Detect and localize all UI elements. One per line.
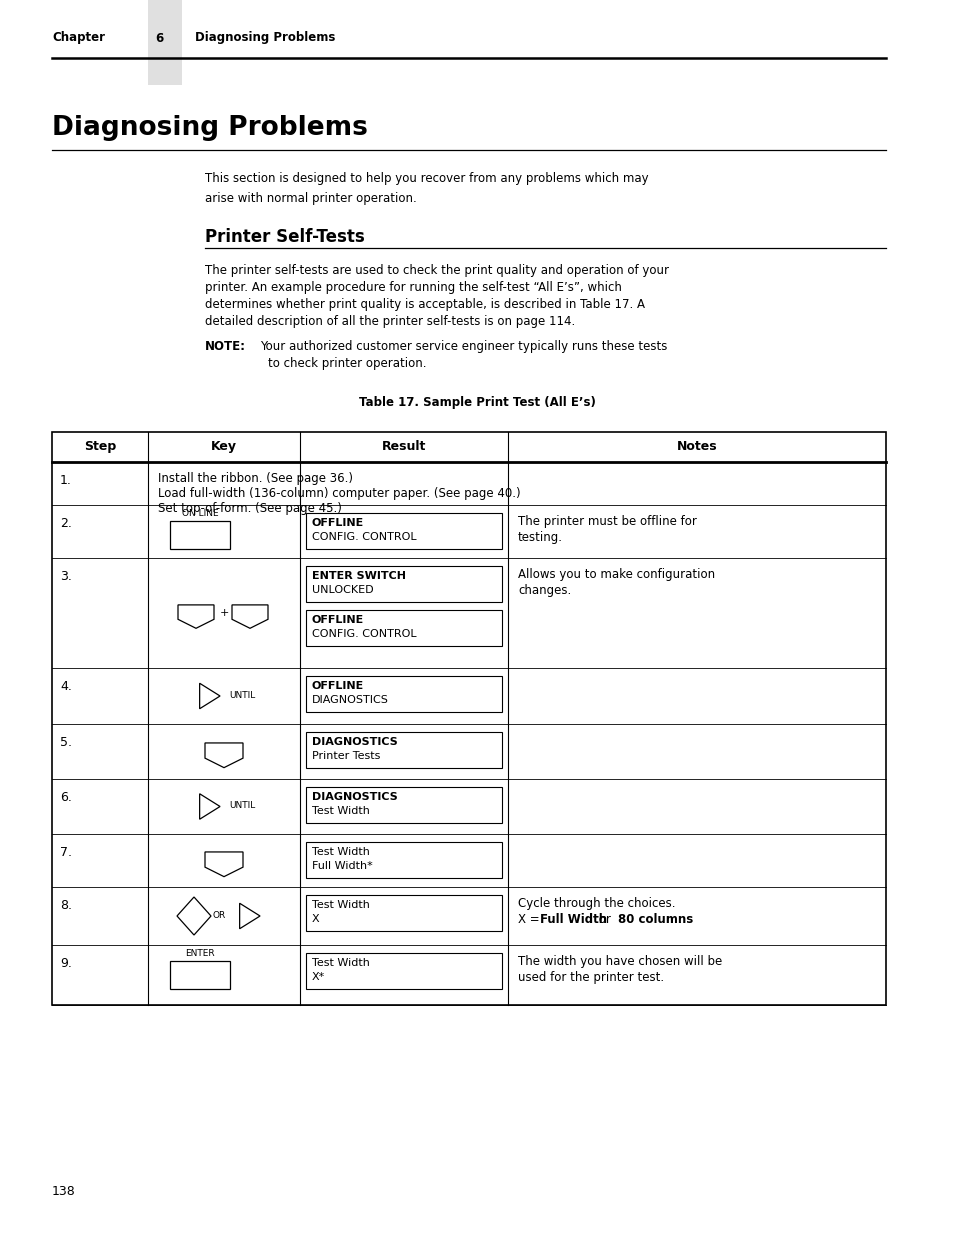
- Text: 1.: 1.: [60, 474, 71, 487]
- Text: The width you have chosen will be: The width you have chosen will be: [517, 955, 721, 968]
- Text: testing.: testing.: [517, 531, 562, 543]
- Polygon shape: [199, 794, 220, 819]
- Text: 7.: 7.: [60, 846, 71, 860]
- Text: UNLOCKED: UNLOCKED: [312, 585, 374, 595]
- Text: Load full-width (136-column) computer paper. (See page 40.): Load full-width (136-column) computer pa…: [158, 487, 520, 500]
- Text: DIAGNOSTICS: DIAGNOSTICS: [312, 695, 389, 705]
- Text: Allows you to make configuration: Allows you to make configuration: [517, 568, 715, 580]
- Text: Install the ribbon. (See page 36.): Install the ribbon. (See page 36.): [158, 472, 353, 485]
- Text: CONFIG. CONTROL: CONFIG. CONTROL: [312, 532, 416, 542]
- Text: 80 columns: 80 columns: [618, 913, 693, 926]
- Bar: [306, 676, 501, 713]
- Polygon shape: [205, 743, 243, 768]
- Text: X =: X =: [517, 913, 543, 926]
- Text: used for the printer test.: used for the printer test.: [517, 971, 663, 984]
- Text: 138: 138: [52, 1186, 75, 1198]
- Bar: [306, 787, 501, 823]
- Text: Printer Tests: Printer Tests: [312, 751, 380, 761]
- Text: Key: Key: [211, 440, 236, 453]
- Text: Printer Self-Tests: Printer Self-Tests: [205, 228, 364, 246]
- Polygon shape: [199, 683, 220, 709]
- Text: The printer must be offline for: The printer must be offline for: [517, 515, 696, 529]
- Text: Step: Step: [84, 440, 116, 453]
- Text: 5.: 5.: [60, 736, 71, 748]
- Text: 9.: 9.: [60, 957, 71, 969]
- Text: detailed description of all the printer self-tests is on page 114.: detailed description of all the printer …: [205, 315, 575, 329]
- Text: DIAGNOSTICS: DIAGNOSTICS: [312, 792, 397, 802]
- Text: Result: Result: [381, 440, 426, 453]
- Text: The printer self-tests are used to check the print quality and operation of your: The printer self-tests are used to check…: [205, 264, 668, 277]
- Bar: [306, 566, 501, 601]
- Polygon shape: [232, 605, 268, 629]
- Bar: [306, 732, 501, 768]
- Text: UNTIL: UNTIL: [229, 692, 255, 700]
- Polygon shape: [178, 605, 213, 629]
- Text: changes.: changes.: [517, 584, 571, 597]
- Text: 6.: 6.: [60, 790, 71, 804]
- Text: OFFLINE: OFFLINE: [312, 517, 364, 529]
- Text: ENTER: ENTER: [185, 948, 214, 958]
- Polygon shape: [177, 897, 211, 935]
- Text: X*: X*: [312, 972, 325, 982]
- Text: 6: 6: [154, 32, 163, 44]
- Text: Test Width: Test Width: [312, 847, 370, 857]
- Text: X: X: [312, 914, 319, 924]
- Text: Test Width: Test Width: [312, 806, 370, 816]
- Text: Cycle through the choices.: Cycle through the choices.: [517, 897, 675, 910]
- Text: Chapter: Chapter: [52, 32, 105, 44]
- Text: OFFLINE: OFFLINE: [312, 615, 364, 625]
- Text: Set top-of-form. (See page 45.): Set top-of-form. (See page 45.): [158, 501, 341, 515]
- Text: CONFIG. CONTROL: CONFIG. CONTROL: [312, 629, 416, 638]
- Text: Diagnosing Problems: Diagnosing Problems: [52, 115, 368, 141]
- Text: 3.: 3.: [60, 571, 71, 583]
- Bar: [306, 513, 501, 550]
- Text: Test Width: Test Width: [312, 958, 370, 968]
- Text: Table 17. Sample Print Test (All E’s): Table 17. Sample Print Test (All E’s): [358, 396, 595, 409]
- Text: .: .: [678, 913, 681, 926]
- Text: ON LINE: ON LINE: [181, 509, 218, 517]
- Text: or: or: [595, 913, 614, 926]
- Bar: [306, 953, 501, 989]
- Text: 4.: 4.: [60, 680, 71, 693]
- Text: 2.: 2.: [60, 517, 71, 530]
- Bar: [52, 432, 885, 1005]
- Polygon shape: [205, 852, 243, 877]
- Text: OR: OR: [213, 911, 226, 920]
- Text: This section is designed to help you recover from any problems which may: This section is designed to help you rec…: [205, 172, 648, 185]
- Text: to check printer operation.: to check printer operation.: [268, 357, 426, 370]
- Bar: [170, 961, 230, 989]
- Text: UNTIL: UNTIL: [229, 802, 255, 810]
- Bar: [148, 0, 182, 85]
- Text: Full Width: Full Width: [539, 913, 606, 926]
- Text: arise with normal printer operation.: arise with normal printer operation.: [205, 191, 416, 205]
- Text: Diagnosing Problems: Diagnosing Problems: [194, 32, 335, 44]
- Text: DIAGNOSTICS: DIAGNOSTICS: [312, 737, 397, 747]
- Text: ENTER SWITCH: ENTER SWITCH: [312, 571, 406, 580]
- Text: Full Width*: Full Width*: [312, 861, 373, 871]
- Text: 8.: 8.: [60, 899, 71, 911]
- Bar: [306, 842, 501, 878]
- Polygon shape: [239, 903, 260, 929]
- Text: Notes: Notes: [676, 440, 717, 453]
- Text: +: +: [219, 608, 229, 618]
- Bar: [306, 895, 501, 931]
- Text: printer. An example procedure for running the self-test “All E’s”, which: printer. An example procedure for runnin…: [205, 282, 621, 294]
- Text: Test Width: Test Width: [312, 900, 370, 910]
- Bar: [170, 521, 230, 550]
- Text: Your authorized customer service engineer typically runs these tests: Your authorized customer service enginee…: [260, 340, 667, 353]
- Text: NOTE:: NOTE:: [205, 340, 246, 353]
- Text: determines whether print quality is acceptable, is described in Table 17. A: determines whether print quality is acce…: [205, 298, 644, 311]
- Text: OFFLINE: OFFLINE: [312, 680, 364, 692]
- Bar: [306, 610, 501, 646]
